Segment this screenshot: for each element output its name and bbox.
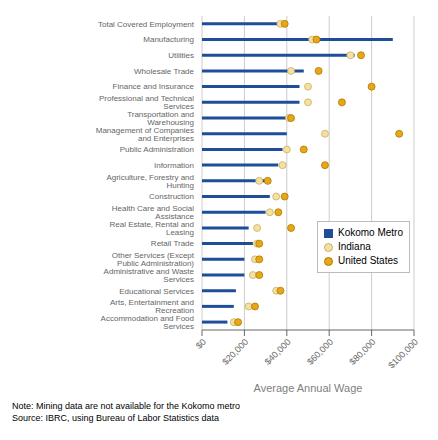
svg-text:Total Covered Employment: Total Covered Employment bbox=[98, 20, 195, 29]
svg-text:Finance and Insurance: Finance and Insurance bbox=[113, 82, 195, 91]
svg-text:$60,000: $60,000 bbox=[305, 337, 335, 367]
html-text:Note: Mining data are not avai: Note: Mining data are not available for … bbox=[12, 401, 241, 411]
svg-text:$0: $0 bbox=[194, 337, 208, 351]
svg-text:Agriculture, Forestry andHunti: Agriculture, Forestry andHunting bbox=[106, 173, 194, 190]
svg-text:Real Estate, Rental andLeasing: Real Estate, Rental andLeasing bbox=[110, 220, 195, 237]
svg-text:Arts, Entertainment andRecreat: Arts, Entertainment andRecreation bbox=[110, 298, 194, 315]
svg-text:Manufacturing: Manufacturing bbox=[143, 35, 194, 44]
svg-text:Average Annual Wage: Average Annual Wage bbox=[254, 382, 363, 394]
svg-text:Health Care and SocialAssistan: Health Care and SocialAssistance bbox=[112, 204, 195, 221]
html-text:Source: IBRC, using Bureau of: Source: IBRC, using Bureau of Labor Stat… bbox=[12, 413, 220, 423]
html-text:Indiana: Indiana bbox=[338, 241, 371, 252]
svg-text:$80,000: $80,000 bbox=[347, 337, 377, 367]
html-text:Kokomo Metro: Kokomo Metro bbox=[338, 227, 403, 238]
svg-text:$100,000: $100,000 bbox=[386, 337, 420, 371]
svg-text:Wholesale Trade: Wholesale Trade bbox=[134, 67, 195, 76]
svg-text:Administrative and WasteServic: Administrative and WasteServices bbox=[104, 267, 195, 284]
svg-text:$20,000: $20,000 bbox=[220, 337, 250, 367]
svg-text:$40,000: $40,000 bbox=[263, 337, 293, 367]
svg-text:Accommodation and FoodServices: Accommodation and FoodServices bbox=[101, 314, 194, 331]
svg-text:Retail Trade: Retail Trade bbox=[151, 239, 195, 248]
svg-text:Other Services (ExceptPublic A: Other Services (ExceptPublic Administrat… bbox=[112, 251, 195, 268]
svg-text:Information: Information bbox=[154, 161, 194, 170]
svg-text:Transportation andWarehousing: Transportation andWarehousing bbox=[127, 110, 194, 127]
svg-text:Utilities: Utilities bbox=[168, 51, 194, 60]
svg-text:Public Administration: Public Administration bbox=[120, 145, 194, 154]
svg-text:Construction: Construction bbox=[149, 192, 194, 201]
svg-text:Educational Services: Educational Services bbox=[119, 287, 194, 296]
svg-text:Management of Companiesand Ent: Management of Companiesand Enterprises bbox=[96, 126, 194, 143]
html-text:United States: United States bbox=[338, 255, 398, 266]
svg-text:Professional and TechnicalServ: Professional and TechnicalServices bbox=[99, 94, 194, 111]
